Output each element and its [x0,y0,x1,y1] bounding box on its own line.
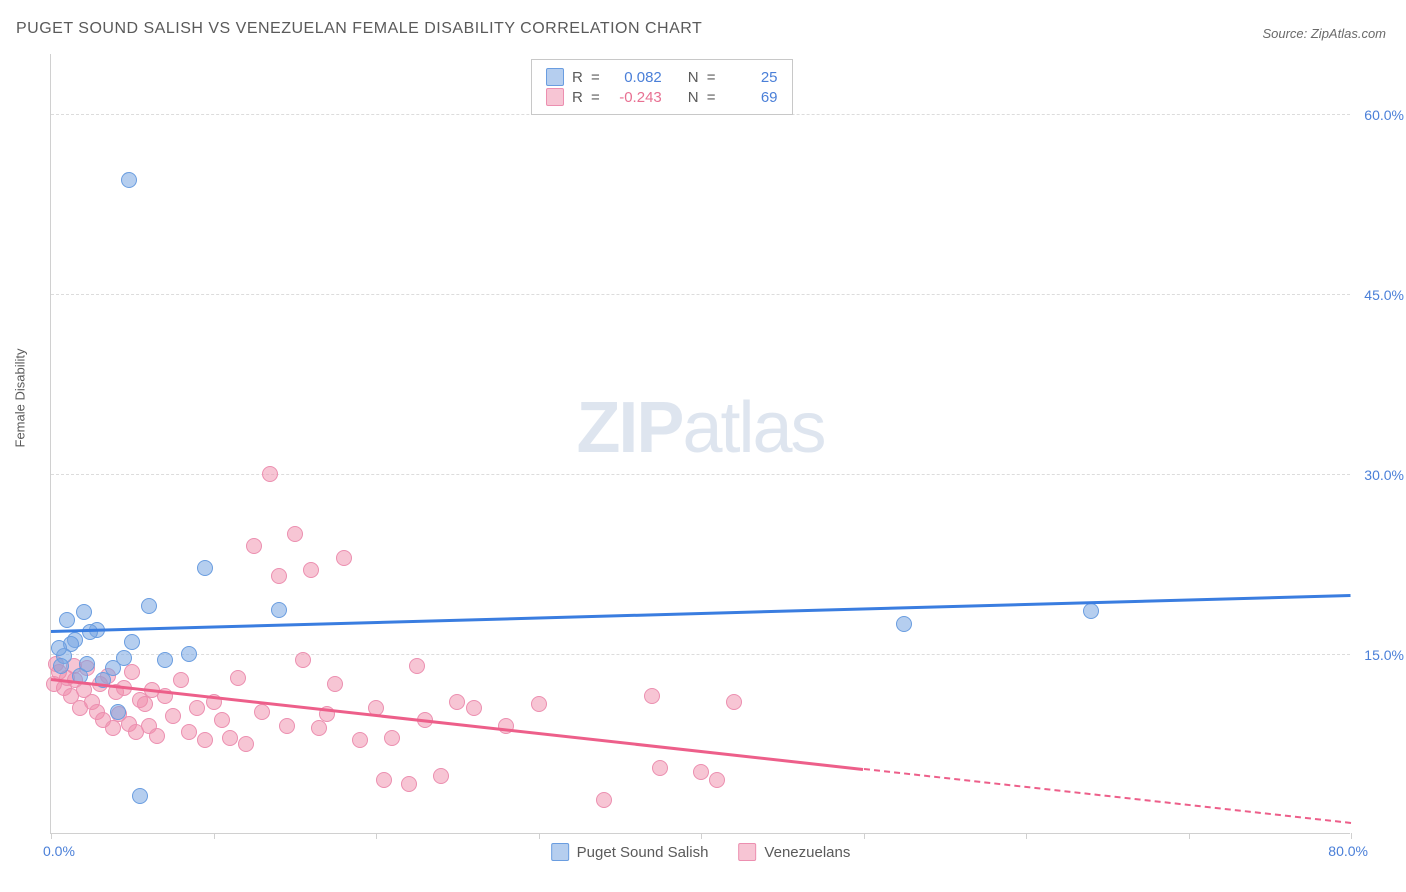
chart-title: PUGET SOUND SALISH VS VENEZUELAN FEMALE … [16,20,702,38]
scatter-point-venezuelan [262,466,278,482]
scatter-point-venezuelan [254,704,270,720]
x-tick [1026,833,1027,839]
scatter-point-venezuelan [531,696,547,712]
trendline-salish [51,594,1351,632]
scatter-point-venezuelan [449,694,465,710]
scatter-point-venezuelan [173,672,189,688]
y-tick-label: 15.0% [1364,647,1404,663]
scatter-point-venezuelan [271,568,287,584]
gridline: 45.0% [51,294,1350,295]
scatter-point-salish [197,560,213,576]
scatter-point-venezuelan [214,712,230,728]
source-attribution: Source: ZipAtlas.com [1262,26,1386,41]
scatter-point-venezuelan [409,658,425,674]
scatter-point-salish [132,788,148,804]
scatter-point-venezuelan [652,760,668,776]
swatch-pink-icon [546,88,564,106]
scatter-point-venezuelan [230,670,246,686]
scatter-point-venezuelan [709,772,725,788]
x-tick [214,833,215,839]
scatter-point-venezuelan [352,732,368,748]
scatter-point-salish [53,658,69,674]
legend-swatch-pink-icon [738,843,756,861]
y-tick-label: 30.0% [1364,467,1404,483]
scatter-point-salish [896,616,912,632]
gridline: 30.0% [51,474,1350,475]
scatter-point-salish [51,640,67,656]
gridline: 15.0% [51,654,1350,655]
scatter-point-venezuelan [384,730,400,746]
correlation-stats-box: R = 0.082 N = 25 R = -0.243 N = 69 [531,59,793,115]
scatter-point-salish [121,172,137,188]
scatter-point-salish [76,604,92,620]
scatter-point-venezuelan [336,550,352,566]
scatter-point-venezuelan [466,700,482,716]
scatter-point-salish [124,634,140,650]
scatter-point-venezuelan [197,732,213,748]
y-tick-label: 45.0% [1364,287,1404,303]
y-axis-title: Female Disability [13,349,28,448]
stats-row-series2: R = -0.243 N = 69 [546,88,778,106]
scatter-point-venezuelan [137,696,153,712]
x-tick [701,833,702,839]
x-tick [376,833,377,839]
scatter-point-venezuelan [376,772,392,788]
trendline-venezuelan-extrapolated [863,768,1351,824]
scatter-point-venezuelan [222,730,238,746]
scatter-point-venezuelan [596,792,612,808]
scatter-point-venezuelan [693,764,709,780]
scatter-point-venezuelan [287,526,303,542]
scatter-point-venezuelan [726,694,742,710]
scatter-point-venezuelan [327,676,343,692]
swatch-blue-icon [546,68,564,86]
x-axis-max-label: 80.0% [1328,843,1368,859]
scatter-point-venezuelan [189,700,205,716]
scatter-point-venezuelan [295,652,311,668]
scatter-point-salish [79,656,95,672]
x-tick [864,833,865,839]
scatter-point-salish [181,646,197,662]
scatter-point-venezuelan [433,768,449,784]
legend-swatch-blue-icon [551,843,569,861]
x-tick [51,833,52,839]
scatter-point-salish [271,602,287,618]
stats-row-series1: R = 0.082 N = 25 [546,68,778,86]
scatter-point-venezuelan [238,736,254,752]
scatter-point-venezuelan [644,688,660,704]
scatter-point-venezuelan [279,718,295,734]
legend-item-series2: Venezuelans [738,843,850,861]
scatter-point-venezuelan [246,538,262,554]
scatter-point-salish [157,652,173,668]
y-tick-label: 60.0% [1364,107,1404,123]
x-axis-min-label: 0.0% [43,843,75,859]
scatter-point-venezuelan [311,720,327,736]
scatter-point-venezuelan [105,720,121,736]
x-tick [1189,833,1190,839]
scatter-point-salish [105,660,121,676]
scatter-point-salish [59,612,75,628]
scatter-chart: ZIPatlas 15.0%30.0%45.0%60.0% 0.0% 80.0%… [50,54,1350,834]
scatter-point-salish [82,624,98,640]
scatter-point-salish [110,704,126,720]
scatter-point-salish [1083,603,1099,619]
scatter-point-venezuelan [181,724,197,740]
scatter-point-venezuelan [401,776,417,792]
scatter-point-venezuelan [124,664,140,680]
scatter-point-venezuelan [303,562,319,578]
bottom-legend: Puget Sound Salish Venezuelans [551,843,851,861]
scatter-point-venezuelan [165,708,181,724]
x-tick [539,833,540,839]
watermark: ZIPatlas [576,387,824,469]
legend-item-series1: Puget Sound Salish [551,843,709,861]
x-tick [1351,833,1352,839]
scatter-point-salish [141,598,157,614]
scatter-point-venezuelan [149,728,165,744]
